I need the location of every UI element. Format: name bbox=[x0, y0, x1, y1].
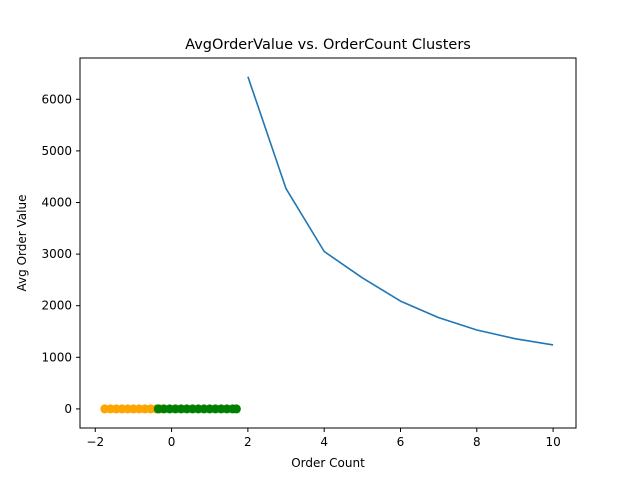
y-tick-label: 0 bbox=[64, 402, 72, 416]
y-tick-label: 2000 bbox=[41, 299, 72, 313]
y-tick-label: 6000 bbox=[41, 92, 72, 106]
x-tick-label: 10 bbox=[545, 435, 560, 449]
x-tick-label: 2 bbox=[244, 435, 252, 449]
x-tick-label: 4 bbox=[320, 435, 328, 449]
y-tick-label: 3000 bbox=[41, 247, 72, 261]
y-axis-label: Avg Order Value bbox=[15, 195, 29, 292]
axis-ticks: −2 0 2 4 6 8 10 0 1000 2000 3000 4000 5000 6000 bbox=[41, 92, 560, 449]
scatter-point-2-14 bbox=[231, 404, 241, 414]
y-tick-label: 5000 bbox=[41, 144, 72, 158]
x-tick-label: 8 bbox=[473, 435, 481, 449]
y-tick-label: 4000 bbox=[41, 195, 72, 209]
series-line-0 bbox=[247, 76, 554, 346]
x-tick-label: 6 bbox=[397, 435, 405, 449]
plot-frame bbox=[79, 57, 577, 429]
plot-area bbox=[80, 58, 576, 428]
x-tick-label: 0 bbox=[168, 435, 176, 449]
x-axis-label: Order Count bbox=[291, 456, 365, 470]
chart-title: AvgOrderValue vs. OrderCount Clusters bbox=[185, 37, 471, 53]
x-tick-label: −2 bbox=[86, 435, 104, 449]
y-tick-label: 1000 bbox=[41, 350, 72, 364]
data-marks bbox=[100, 76, 554, 414]
